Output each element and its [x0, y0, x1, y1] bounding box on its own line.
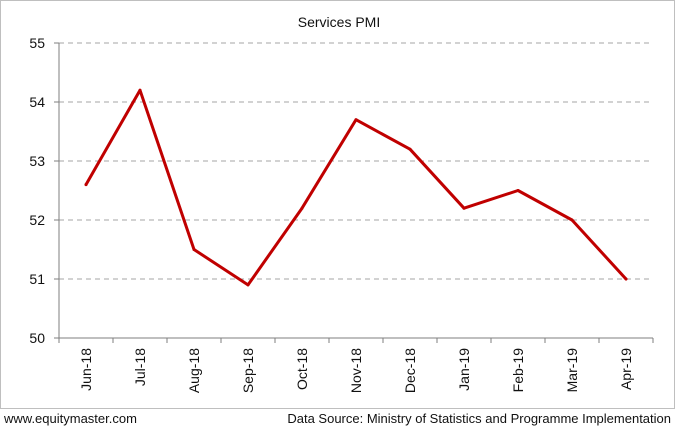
x-tick-label: Dec-18	[402, 348, 418, 393]
data-point	[462, 206, 466, 210]
x-tick-labels: Jun-18 Jul-18 Aug-18 Sep-18 Oct-18 Nov-18 Dec-…	[78, 348, 634, 393]
y-tick-label: 54	[29, 94, 45, 110]
data-point	[516, 189, 520, 192]
x-tick-label: Mar-19	[564, 348, 580, 393]
x-tick-label: Sep-18	[240, 348, 256, 393]
data-point	[84, 183, 88, 187]
x-tick-label: Jan-19	[456, 348, 472, 391]
site-credit: www.equitymaster.com	[4, 411, 137, 426]
x-tick-label: Aug-18	[186, 348, 202, 393]
x-tick-label: Apr-19	[618, 348, 634, 390]
gridlines	[59, 42, 653, 280]
axes	[54, 42, 654, 343]
x-tick-label: Jul-18	[132, 348, 148, 386]
y-tick-label: 55	[29, 35, 45, 51]
data-point	[570, 218, 574, 222]
data-point	[354, 118, 358, 122]
chart-frame: Services PMI 50 51 52 53 54 55 Jun-18 Jul-18 Au…	[0, 0, 675, 409]
x-tick-label: Jun-18	[78, 348, 94, 391]
data-point	[192, 248, 196, 251]
y-tick-label: 52	[29, 212, 45, 228]
footer: www.equitymaster.com Data Source: Minist…	[0, 409, 675, 429]
x-tick-label: Oct-18	[294, 348, 310, 390]
data-point	[408, 147, 412, 151]
chart-title: Services PMI	[298, 14, 380, 30]
series-layer	[84, 88, 628, 287]
data-point	[246, 283, 250, 287]
data-point	[300, 206, 304, 210]
y-tick-label: 50	[29, 330, 45, 346]
data-source: Data Source: Ministry of Statistics and …	[287, 411, 671, 426]
y-tick-label: 53	[29, 153, 45, 169]
services-pmi-chart: Services PMI 50 51 52 53 54 55 Jun-18 Jul-18 Au…	[29, 14, 654, 393]
data-point	[138, 88, 142, 92]
y-tick-label: 51	[29, 271, 45, 287]
x-tick-label: Nov-18	[348, 348, 364, 393]
y-tick-labels: 50 51 52 53 54 55	[29, 35, 45, 346]
data-point	[624, 277, 628, 281]
x-tick-label: Feb-19	[510, 348, 526, 393]
